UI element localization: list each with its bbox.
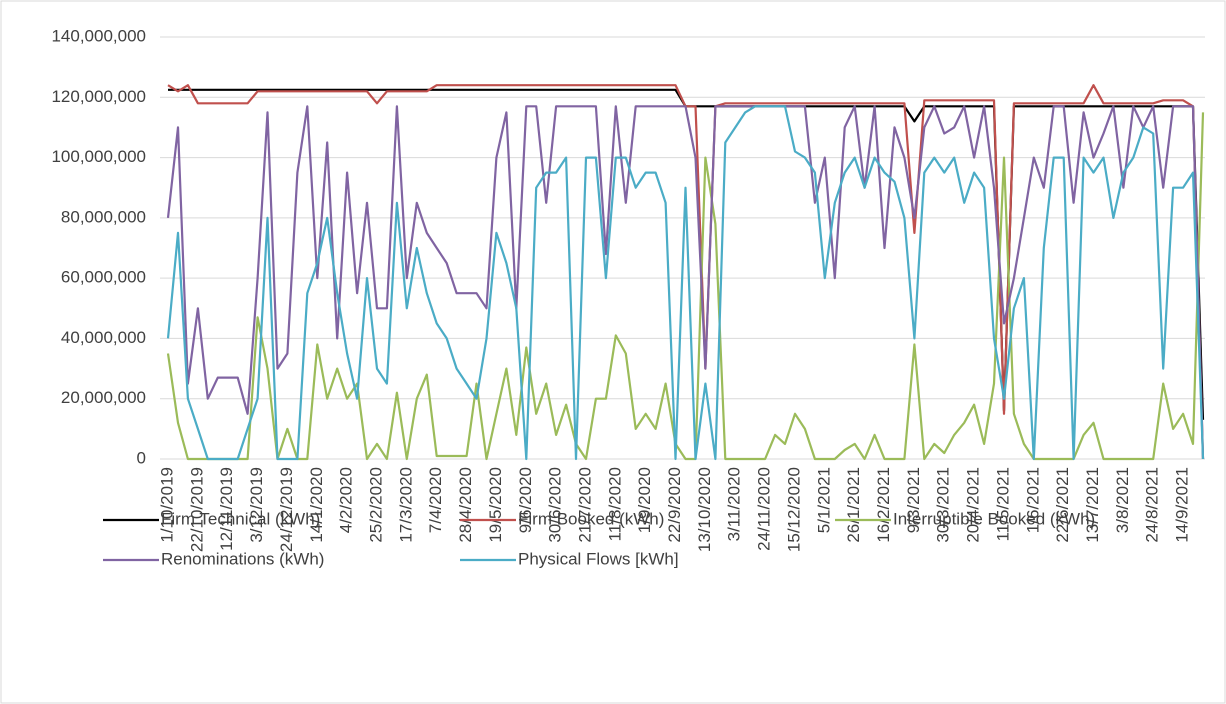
x-tick-label: 3/8/2021 bbox=[1113, 467, 1132, 533]
x-tick-label: 13/10/2020 bbox=[695, 467, 714, 552]
x-tick-label: 24/12/2019 bbox=[277, 467, 296, 552]
x-tick-label: 4/2/2020 bbox=[337, 467, 356, 533]
x-tick-label: 24/11/2020 bbox=[755, 467, 774, 551]
x-tick-label: 28/4/2020 bbox=[456, 467, 475, 543]
x-tick-label: 22/9/2020 bbox=[665, 467, 684, 543]
x-tick-label: 21/7/2020 bbox=[575, 467, 594, 543]
y-tick-label: 120,000,000 bbox=[51, 87, 146, 106]
x-tick-label: 15/12/2020 bbox=[784, 467, 803, 552]
x-tick-label: 11/5/2021 bbox=[993, 467, 1012, 541]
y-tick-label: 60,000,000 bbox=[61, 268, 146, 287]
series-line bbox=[166, 105, 1205, 461]
x-tick-label: 25/2/2020 bbox=[366, 467, 385, 543]
legend-label: Firm Technical (kWh) bbox=[161, 509, 320, 528]
x-tick-label: 24/8/2021 bbox=[1143, 467, 1162, 543]
x-tick-label: 3/12/2019 bbox=[247, 467, 266, 543]
x-tick-label: 1/6/2021 bbox=[1023, 467, 1042, 533]
x-tick-label: 30/6/2020 bbox=[546, 467, 565, 543]
x-tick-label: 12/11/2019 bbox=[217, 467, 236, 551]
x-tick-label: 19/5/2020 bbox=[486, 467, 505, 543]
x-tick-label: 13/7/2021 bbox=[1083, 467, 1102, 543]
x-tick-label: 1/9/2020 bbox=[635, 467, 654, 533]
y-tick-label: 140,000,000 bbox=[51, 26, 146, 45]
y-tick-label: 40,000,000 bbox=[61, 328, 146, 347]
x-tick-label: 9/3/2021 bbox=[904, 467, 923, 533]
legend-label: Physical Flows [kWh] bbox=[518, 549, 679, 568]
x-tick-label: 17/3/2020 bbox=[396, 467, 415, 543]
x-tick-label: 30/3/2021 bbox=[934, 467, 953, 543]
x-tick-label: 26/1/2021 bbox=[844, 467, 863, 543]
series-line bbox=[166, 105, 1205, 460]
series-line bbox=[166, 112, 1205, 461]
x-tick-label: 1/10/2019 bbox=[157, 467, 176, 543]
y-tick-label: 20,000,000 bbox=[61, 388, 146, 407]
x-tick-label: 14/1/2020 bbox=[307, 467, 326, 543]
x-tick-label: 5/1/2021 bbox=[814, 467, 833, 533]
y-tick-label: 0 bbox=[137, 448, 146, 467]
x-tick-label: 20/4/2021 bbox=[964, 467, 983, 543]
x-tick-label: 7/4/2020 bbox=[426, 467, 445, 533]
x-tick-label: 11/8/2020 bbox=[605, 467, 624, 541]
x-tick-label: 16/2/2021 bbox=[874, 467, 893, 543]
x-tick-label: 22/6/2021 bbox=[1053, 467, 1072, 543]
y-tick-label: 80,000,000 bbox=[61, 207, 146, 226]
x-tick-label: 14/9/2021 bbox=[1173, 467, 1192, 543]
x-tick-label: 9/6/2020 bbox=[516, 467, 535, 533]
legend-label: Renominations (kWh) bbox=[161, 549, 324, 568]
legend-label: Interruptible Booked (kWh) bbox=[893, 509, 1095, 528]
x-tick-label: 3/11/2020 bbox=[725, 467, 744, 541]
y-tick-label: 100,000,000 bbox=[51, 147, 146, 166]
x-tick-label: 22/10/2019 bbox=[187, 467, 206, 552]
legend-label: Firm Booked (kWh) bbox=[518, 509, 664, 528]
